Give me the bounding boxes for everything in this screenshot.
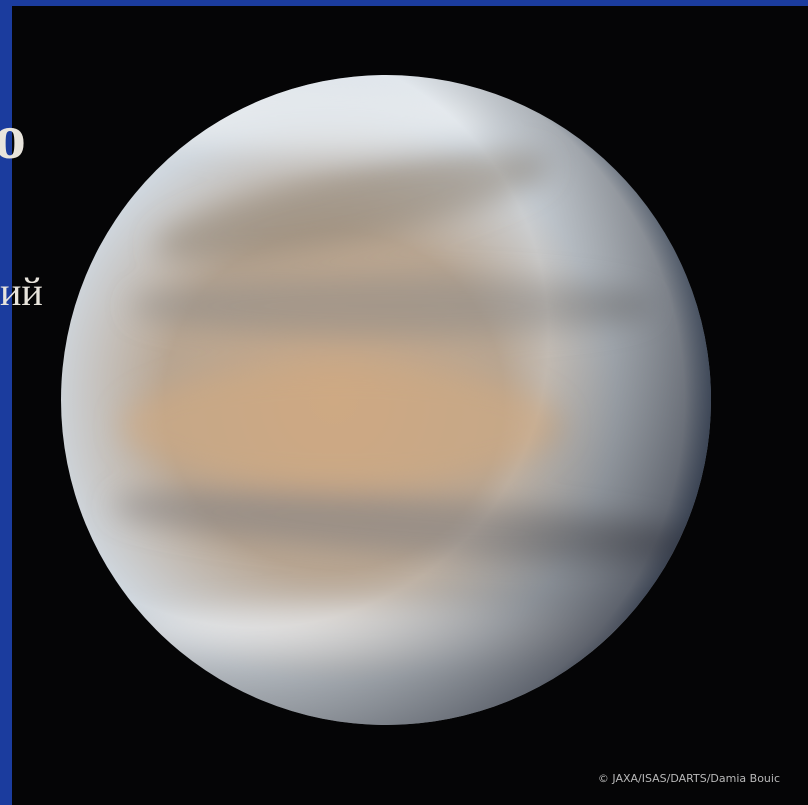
photo	[12, 6, 808, 805]
cut-off-title: о	[0, 101, 26, 172]
cut-off-text: ий	[0, 269, 43, 314]
image-credit: © JAXA/ISAS/DARTS/Damia Bouic	[597, 772, 780, 785]
venus-image	[61, 75, 711, 725]
